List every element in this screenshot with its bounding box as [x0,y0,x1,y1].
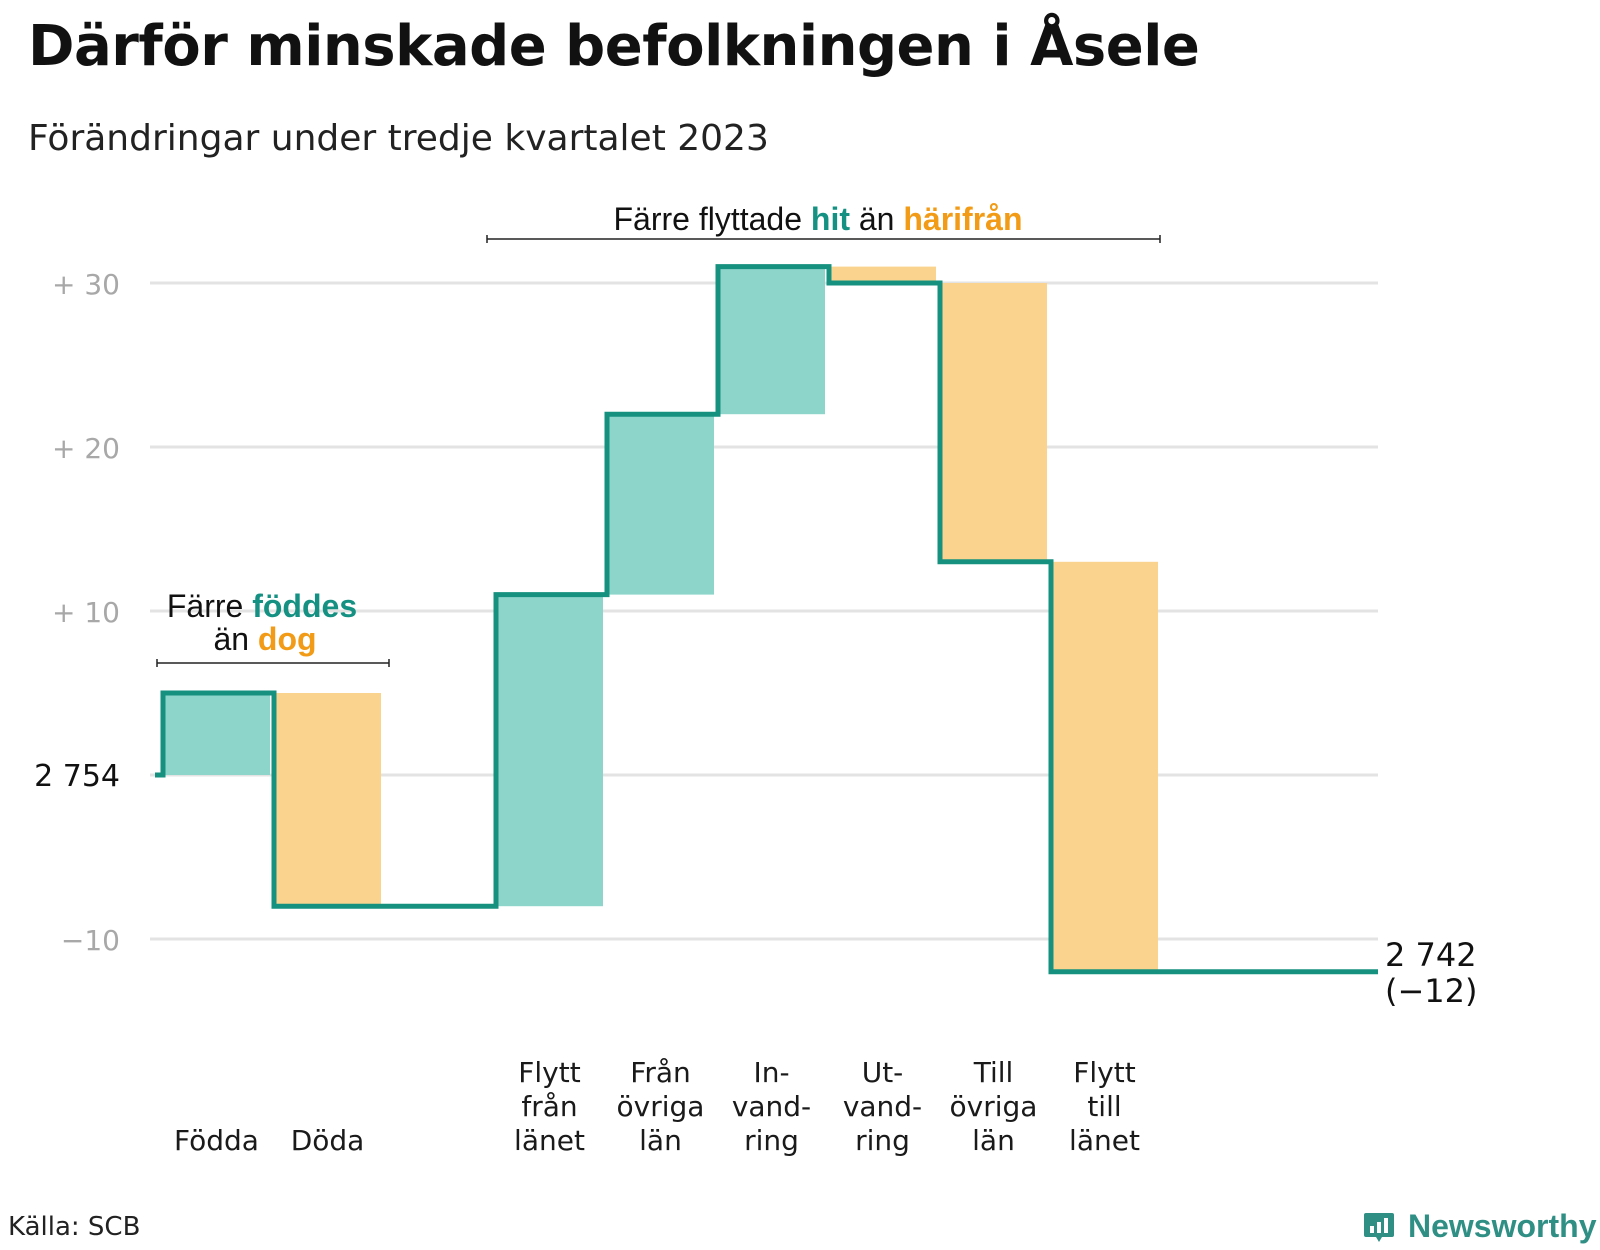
annotation-text: Färre flyttade [613,201,810,237]
category-label: Från [630,1056,690,1089]
y-tick-label: + 30 [52,268,120,301]
waterfall-bar [163,693,270,775]
category-label: In- [753,1056,789,1089]
annotation-births-deaths-line2: än dog [213,621,316,657]
brand-logo: Newsworthy [1362,1208,1596,1245]
annotation-highlight-orange: härifrån [903,201,1022,237]
bar-chart-speech-bubble-icon [1364,1212,1394,1242]
waterfall-bar [496,594,603,907]
brand-name: Newsworthy [1408,1208,1597,1244]
source-note: Källa: SCB [8,1212,141,1242]
waterfall-bar [829,266,936,283]
annotation-text: än [213,621,257,657]
waterfall-bar [940,283,1047,562]
cumulative-step-line [155,264,1378,975]
category-label: övriga [617,1090,705,1123]
waterfall-bar [718,266,825,415]
annotation-births-deaths-line1: Färre föddes [167,588,357,624]
waterfall-bar [607,414,714,595]
category-label: vand- [732,1090,811,1123]
start-value-label: 2 754 [34,759,120,794]
waterfall-bar [1051,561,1158,972]
category-label: Ut- [862,1056,904,1089]
annotation-highlight-teal: hit [811,201,850,237]
category-label: Flytt [1073,1056,1135,1089]
category-label: ring [855,1124,910,1157]
category-label: län [639,1124,682,1157]
y-tick-label: + 20 [52,432,120,465]
chart-subtitle: Förändringar under tredje kvartalet 2023 [28,118,769,159]
category-label: övriga [950,1090,1038,1123]
category-label: länet [514,1124,585,1157]
annotation-bracket [156,659,390,667]
annotation-text: än [850,201,903,237]
end-change-label: (−12) [1385,972,1478,1010]
category-label: Flytt [518,1056,580,1089]
y-tick-label: −10 [61,924,120,957]
category-label: Till [973,1056,1014,1089]
end-value-label: 2 742 [1385,936,1477,974]
annotation-migration: Färre flyttade hit än härifrån [613,201,1022,237]
annotation-bracket [486,235,1161,243]
category-label: Födda [174,1124,259,1157]
category-label: ring [744,1124,799,1157]
category-label: till [1087,1090,1121,1123]
chart-title: Därför minskade befolkningen i Åsele [28,14,1200,79]
annotation-text: Färre [167,588,252,624]
y-tick-label: + 10 [52,596,120,629]
category-label: län [972,1124,1015,1157]
category-label: länet [1069,1124,1140,1157]
annotation-highlight-teal: föddes [252,588,357,624]
category-label: från [521,1090,577,1123]
category-label: vand- [843,1090,922,1123]
category-label: Döda [291,1124,365,1157]
waterfall-bar [274,693,381,907]
annotation-highlight-orange: dog [258,621,317,657]
